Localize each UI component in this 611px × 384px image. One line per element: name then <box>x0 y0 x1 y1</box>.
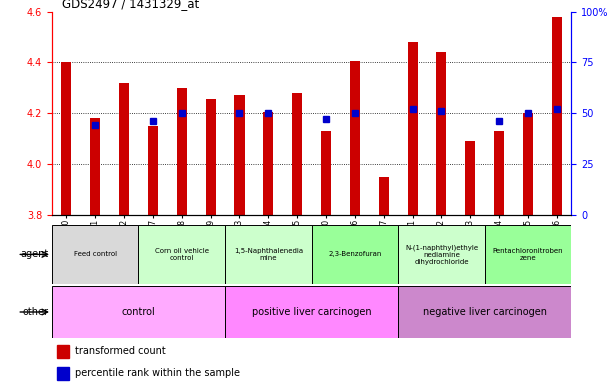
Bar <box>148 126 158 215</box>
Bar <box>398 225 485 284</box>
Bar <box>552 17 562 215</box>
Bar <box>263 112 273 215</box>
Bar <box>235 96 244 215</box>
Text: agent: agent <box>21 249 49 260</box>
Bar <box>292 93 302 215</box>
Bar <box>139 225 225 284</box>
Bar <box>350 61 360 215</box>
Bar <box>119 83 129 215</box>
Bar <box>436 52 447 215</box>
Bar <box>205 99 216 215</box>
Bar <box>61 62 71 215</box>
Text: Feed control: Feed control <box>74 252 117 257</box>
Bar <box>57 367 68 379</box>
Text: control: control <box>122 307 155 317</box>
Bar <box>52 286 225 338</box>
Text: GDS2497 / 1431329_at: GDS2497 / 1431329_at <box>62 0 200 10</box>
Text: 1,5-Naphthalenedia
mine: 1,5-Naphthalenedia mine <box>234 248 303 261</box>
Bar <box>321 131 331 215</box>
Bar <box>225 286 398 338</box>
Bar <box>57 345 68 358</box>
Text: percentile rank within the sample: percentile rank within the sample <box>75 368 240 378</box>
Text: 2,3-Benzofuran: 2,3-Benzofuran <box>328 252 382 257</box>
Bar <box>312 225 398 284</box>
Text: other: other <box>23 307 49 317</box>
Text: transformed count: transformed count <box>75 346 166 356</box>
Text: N-(1-naphthyl)ethyle
nediamine
dihydrochloride: N-(1-naphthyl)ethyle nediamine dihydroch… <box>405 244 478 265</box>
Bar <box>465 141 475 215</box>
Text: negative liver carcinogen: negative liver carcinogen <box>423 307 547 317</box>
Bar <box>523 113 533 215</box>
Bar <box>494 131 504 215</box>
Bar <box>379 177 389 215</box>
Bar <box>90 118 100 215</box>
Text: positive liver carcinogen: positive liver carcinogen <box>252 307 371 317</box>
Bar <box>52 225 139 284</box>
Text: Pentachloronitroben
zene: Pentachloronitroben zene <box>492 248 563 261</box>
Bar <box>177 88 187 215</box>
Bar <box>408 42 418 215</box>
Bar <box>398 286 571 338</box>
Bar <box>225 225 312 284</box>
Bar <box>485 225 571 284</box>
Text: Corn oil vehicle
control: Corn oil vehicle control <box>155 248 209 261</box>
